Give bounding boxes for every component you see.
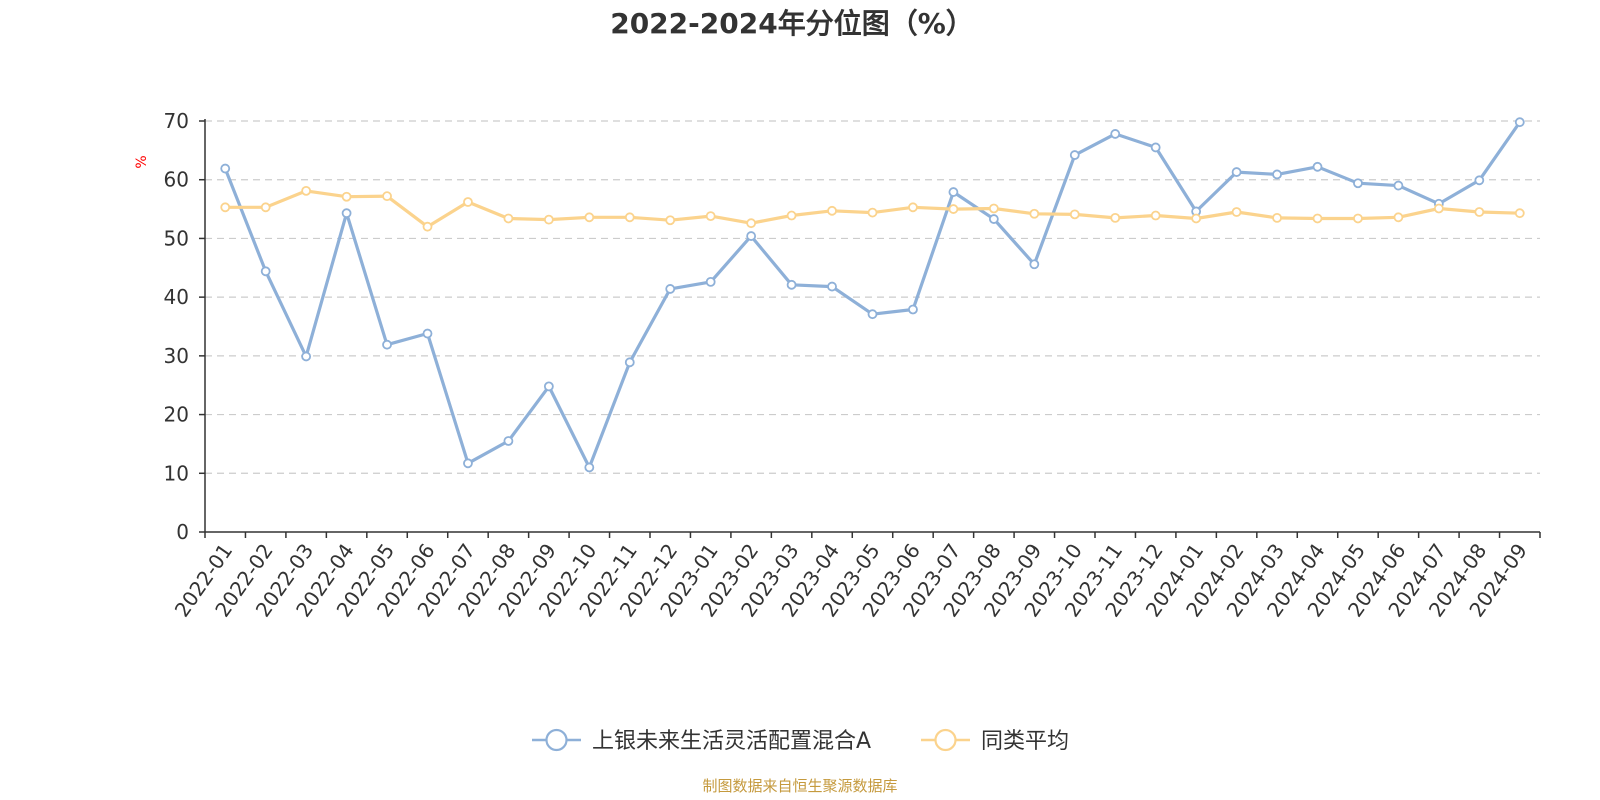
legend-label: 同类平均 [981,729,1069,754]
y-tick-label: 10 [164,461,189,485]
data-point[interactable] [1514,117,1525,128]
legend-swatch-marker [934,728,957,752]
data-point[interactable] [786,210,797,221]
y-tick-label: 20 [164,403,189,427]
data-point[interactable] [1150,210,1161,221]
data-point[interactable] [1272,169,1282,180]
data-point[interactable] [1029,208,1040,219]
data-point[interactable] [422,221,433,232]
series-line [223,121,1522,469]
data-point[interactable] [746,231,757,241]
legend-item[interactable]: 同类平均 [921,728,1069,754]
data-point[interactable] [260,266,271,277]
y-tick-label: 50 [164,226,189,250]
data-point[interactable] [1474,175,1485,186]
data-point[interactable] [1110,129,1121,139]
legend-swatch-marker [545,728,568,752]
data-point[interactable] [584,212,595,223]
legend-item[interactable]: 上银未来生活灵活配置混合A [532,728,871,754]
series-1 [220,117,1525,473]
data-point[interactable] [422,328,433,339]
series-lines [220,117,1525,473]
data-point[interactable] [301,185,312,196]
data-point[interactable] [1353,178,1363,189]
data-point[interactable] [827,205,837,216]
grid-lines [205,120,1540,474]
data-point[interactable] [867,309,878,320]
data-point[interactable] [301,351,312,362]
data-point[interactable] [220,202,231,213]
data-point[interactable] [786,279,797,290]
data-point[interactable] [1272,212,1282,223]
data-point[interactable] [1029,259,1040,270]
data-point[interactable] [543,214,554,225]
data-point[interactable] [988,214,999,224]
y-axis-ticks: 0 10 20 30 40 50 60 70 [164,109,205,544]
data-point[interactable] [382,191,392,202]
data-point[interactable] [705,276,716,287]
data-point[interactable] [463,458,473,469]
data-point[interactable] [260,202,271,213]
y-axis-unit-label: % [134,155,150,168]
data-point[interactable] [1231,207,1242,217]
data-point[interactable] [988,203,999,214]
source-note: 制图数据来自恒生聚源数据库 [702,777,897,795]
data-point[interactable] [908,202,918,213]
data-point[interactable] [1474,207,1485,217]
data-point[interactable] [1393,180,1404,191]
data-point[interactable] [948,204,959,214]
data-point[interactable] [341,191,352,202]
data-point[interactable] [624,357,635,368]
data-point[interactable] [463,197,473,207]
data-point[interactable] [382,339,392,350]
x-axis-ticks: 2022-012022-022022-032022-042022-052022-… [170,532,1541,621]
chart-title: 2022-2024年分位图（%） [610,7,974,40]
y-tick-label: 30 [164,344,189,368]
data-point[interactable] [827,281,837,292]
data-point[interactable] [503,213,514,224]
data-point[interactable] [1312,213,1323,224]
data-point[interactable] [624,212,635,223]
data-point[interactable] [543,381,554,392]
data-point[interactable] [665,284,676,294]
data-point[interactable] [341,208,352,219]
series-2 [220,185,1525,232]
data-point[interactable] [1069,150,1080,160]
data-point[interactable] [1514,208,1525,219]
data-point[interactable] [220,163,231,174]
data-point[interactable] [867,207,878,218]
y-tick-label: 60 [164,168,189,192]
data-point[interactable] [1231,167,1242,177]
data-point[interactable] [1393,212,1404,223]
data-point[interactable] [908,304,918,315]
data-point[interactable] [746,218,757,229]
data-point[interactable] [665,215,676,226]
data-point[interactable] [948,187,959,197]
data-point[interactable] [1069,209,1080,220]
data-point[interactable] [1110,212,1121,223]
data-point[interactable] [1353,213,1363,224]
y-tick-label: 40 [164,285,189,309]
data-point[interactable] [1150,142,1161,153]
legend-label: 上银未来生活灵活配置混合A [592,729,871,754]
data-point[interactable] [1433,203,1444,214]
data-point[interactable] [503,436,514,446]
data-point[interactable] [705,211,716,222]
data-point[interactable] [1312,161,1323,172]
data-point[interactable] [1191,213,1202,224]
y-tick-label: 70 [164,109,189,133]
legend[interactable]: 上银未来生活灵活配置混合A 同类平均 [532,728,1069,754]
data-point[interactable] [584,462,595,473]
axes [204,119,1540,533]
y-tick-label: 0 [176,520,189,544]
